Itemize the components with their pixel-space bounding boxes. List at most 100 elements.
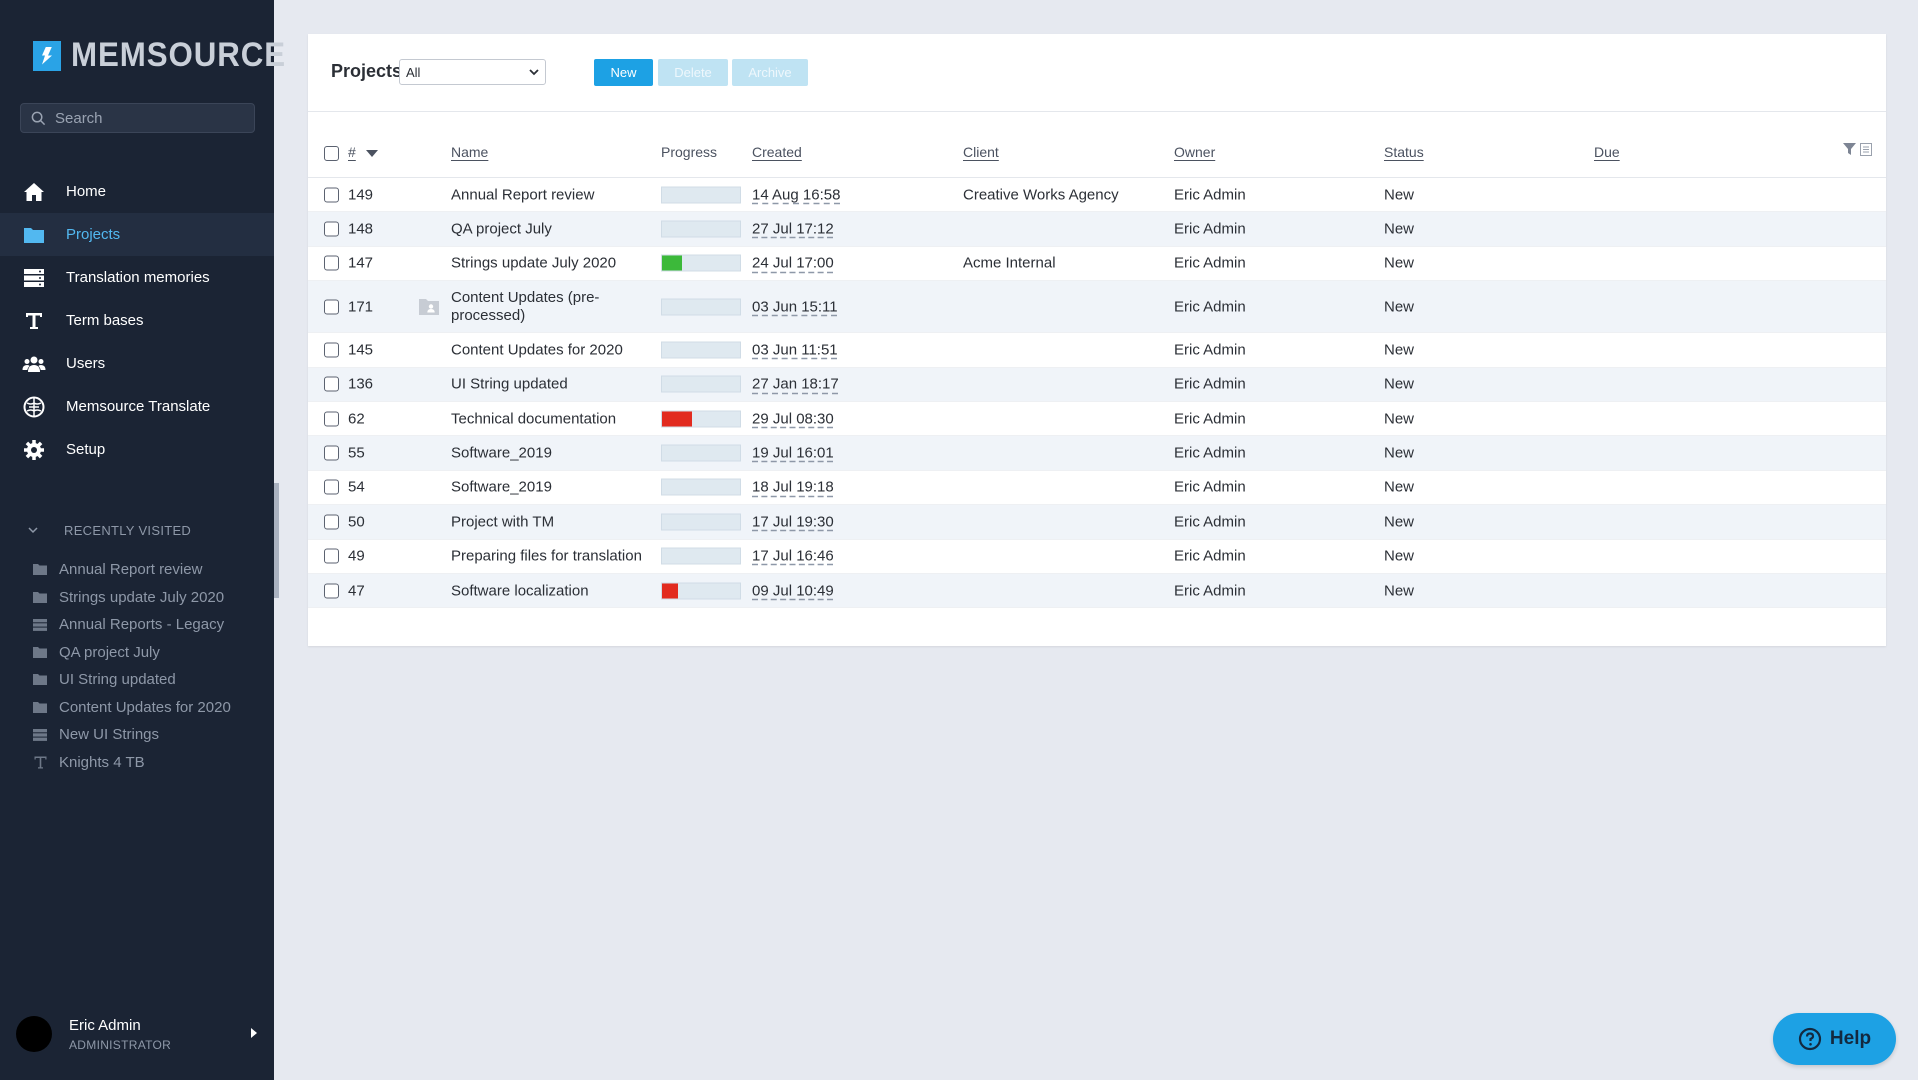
delete-button[interactable]: Delete bbox=[658, 59, 728, 86]
nav-item-projects[interactable]: Projects bbox=[0, 213, 274, 256]
column-header-id[interactable]: # bbox=[348, 144, 356, 160]
column-header-due[interactable]: Due bbox=[1594, 144, 1620, 160]
recent-item[interactable]: UI String updated bbox=[33, 666, 231, 694]
row-checkbox[interactable] bbox=[324, 342, 339, 358]
table-row[interactable]: 62 Technical documentation 29 Jul 08:30 … bbox=[308, 402, 1886, 437]
table-row[interactable]: 50 Project with TM 17 Jul 19:30 Eric Adm… bbox=[308, 505, 1886, 540]
memsource-logo[interactable]: MEMSOURCE bbox=[33, 36, 305, 75]
select-all-checkbox[interactable] bbox=[324, 146, 339, 161]
created-date: 29 Jul 08:30 bbox=[752, 410, 834, 428]
owner-name[interactable]: Eric Admin bbox=[1174, 582, 1246, 600]
project-filter-select[interactable]: All bbox=[399, 59, 546, 85]
table-row[interactable]: 145 Content Updates for 2020 03 Jun 11:5… bbox=[308, 333, 1886, 368]
recent-item[interactable]: Strings update July 2020 bbox=[33, 584, 231, 612]
recent-list: Annual Report review Strings update July… bbox=[33, 556, 231, 776]
help-button[interactable]: Help bbox=[1773, 1013, 1896, 1065]
sort-desc-icon[interactable] bbox=[366, 150, 378, 157]
owner-name[interactable]: Eric Admin bbox=[1174, 254, 1246, 272]
archive-button[interactable]: Archive bbox=[732, 59, 808, 86]
owner-name[interactable]: Eric Admin bbox=[1174, 186, 1246, 204]
table-row[interactable]: 55 Software_2019 19 Jul 16:01 Eric Admin… bbox=[308, 436, 1886, 471]
new-button[interactable]: New bbox=[594, 59, 653, 86]
owner-name[interactable]: Eric Admin bbox=[1174, 513, 1246, 531]
sidebar-resize-handle[interactable] bbox=[274, 483, 279, 598]
row-checkbox[interactable] bbox=[324, 411, 339, 427]
nav-item-setup[interactable]: Setup bbox=[0, 428, 274, 471]
project-name[interactable]: Software_2019 bbox=[451, 478, 552, 496]
project-name[interactable]: Software localization bbox=[451, 582, 589, 600]
project-name[interactable]: Software_2019 bbox=[451, 444, 552, 462]
table-row[interactable]: 149 Annual Report review 14 Aug 16:58 Cr… bbox=[308, 178, 1886, 213]
project-name[interactable]: Annual Report review bbox=[451, 186, 595, 204]
row-checkbox[interactable] bbox=[324, 548, 339, 564]
row-checkbox[interactable] bbox=[324, 299, 339, 315]
recent-item[interactable]: Annual Report review bbox=[33, 556, 231, 584]
owner-name[interactable]: Eric Admin bbox=[1174, 478, 1246, 496]
project-name[interactable]: QA project July bbox=[451, 220, 552, 238]
owner-name[interactable]: Eric Admin bbox=[1174, 375, 1246, 393]
owner-name[interactable]: Eric Admin bbox=[1174, 341, 1246, 359]
filter-value: All bbox=[406, 64, 421, 80]
column-header-status[interactable]: Status bbox=[1384, 144, 1424, 160]
row-checkbox[interactable] bbox=[324, 445, 339, 461]
recent-item[interactable]: Knights 4 TB bbox=[33, 749, 231, 777]
column-header-client[interactable]: Client bbox=[963, 144, 999, 160]
owner-name[interactable]: Eric Admin bbox=[1174, 410, 1246, 428]
row-checkbox[interactable] bbox=[324, 376, 339, 392]
recent-item[interactable]: New UI Strings bbox=[33, 721, 231, 749]
project-name[interactable]: Content Updates for 2020 bbox=[451, 341, 623, 359]
filter-icon[interactable] bbox=[1843, 143, 1856, 155]
database-icon bbox=[22, 266, 46, 290]
owner-name[interactable]: Eric Admin bbox=[1174, 444, 1246, 462]
table-row[interactable]: 148 QA project July 27 Jul 17:12 Eric Ad… bbox=[308, 212, 1886, 247]
nav-item-term-bases[interactable]: Term bases bbox=[0, 299, 274, 342]
project-name[interactable]: Preparing files for translation bbox=[451, 547, 642, 565]
column-header-name[interactable]: Name bbox=[451, 144, 489, 160]
status-badge: New bbox=[1384, 444, 1415, 462]
recent-item-label: Annual Report review bbox=[59, 561, 203, 579]
nav-item-memsource-translate[interactable]: Memsource Translate bbox=[0, 385, 274, 428]
progress-bar bbox=[661, 220, 741, 238]
recent-item[interactable]: QA project July bbox=[33, 639, 231, 667]
columns-icon[interactable] bbox=[1860, 143, 1872, 156]
nav-item-users[interactable]: Users bbox=[0, 342, 274, 385]
recently-visited-toggle[interactable]: RECENTLY VISITED bbox=[28, 523, 191, 538]
user-menu[interactable]: Eric Admin ADMINISTRATOR bbox=[16, 1010, 261, 1058]
row-checkbox[interactable] bbox=[324, 221, 339, 237]
recent-item-label: Content Updates for 2020 bbox=[59, 698, 231, 716]
row-checkbox[interactable] bbox=[324, 187, 339, 203]
search-icon bbox=[31, 111, 46, 125]
folder-icon bbox=[33, 700, 47, 714]
nav-item-translation-memories[interactable]: Translation memories bbox=[0, 256, 274, 299]
project-name[interactable]: Content Updates (pre-processed) bbox=[451, 289, 599, 325]
owner-name[interactable]: Eric Admin bbox=[1174, 547, 1246, 565]
row-checkbox[interactable] bbox=[324, 479, 339, 495]
table-row[interactable]: 147 Strings update July 2020 24 Jul 17:0… bbox=[308, 247, 1886, 282]
status-badge: New bbox=[1384, 341, 1415, 359]
owner-name[interactable]: Eric Admin bbox=[1174, 220, 1246, 238]
client-name[interactable]: Acme Internal bbox=[963, 254, 1056, 272]
table-row[interactable]: 136 UI String updated 27 Jan 18:17 Eric … bbox=[308, 367, 1886, 402]
row-checkbox[interactable] bbox=[324, 583, 339, 599]
column-header-created[interactable]: Created bbox=[752, 144, 802, 160]
project-name[interactable]: Strings update July 2020 bbox=[451, 254, 617, 272]
project-name[interactable]: UI String updated bbox=[451, 375, 568, 393]
project-name[interactable]: Technical documentation bbox=[451, 410, 617, 428]
sidebar: MEMSOURCE Home Projects Translation memo… bbox=[0, 0, 285, 1080]
table-row[interactable]: 49 Preparing files for translation 17 Ju… bbox=[308, 540, 1886, 574]
column-header-owner[interactable]: Owner bbox=[1174, 144, 1216, 160]
sidebar-search[interactable] bbox=[20, 103, 255, 133]
client-name[interactable]: Creative Works Agency bbox=[963, 186, 1119, 204]
table-row[interactable]: 171 Content Updates (pre-processed) 03 J… bbox=[308, 281, 1886, 334]
row-checkbox[interactable] bbox=[324, 255, 339, 271]
search-input[interactable] bbox=[55, 109, 235, 127]
table-row[interactable]: 54 Software_2019 18 Jul 19:18 Eric Admin… bbox=[308, 471, 1886, 506]
table-row[interactable]: 47 Software localization 09 Jul 10:49 Er… bbox=[308, 573, 1886, 609]
owner-name[interactable]: Eric Admin bbox=[1174, 298, 1246, 316]
nav-item-home[interactable]: Home bbox=[0, 170, 274, 213]
project-name[interactable]: Project with TM bbox=[451, 513, 555, 531]
recent-item[interactable]: Annual Reports - Legacy bbox=[33, 611, 231, 639]
row-checkbox[interactable] bbox=[324, 514, 339, 530]
recent-item[interactable]: Content Updates for 2020 bbox=[33, 694, 231, 722]
progress-fill bbox=[662, 411, 692, 427]
